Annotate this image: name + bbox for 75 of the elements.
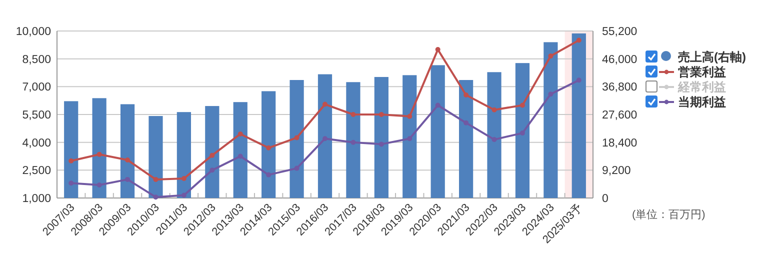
point	[492, 107, 497, 112]
point	[294, 166, 300, 171]
point	[68, 180, 74, 186]
point	[350, 112, 356, 117]
bar	[64, 101, 78, 198]
bar	[346, 82, 360, 198]
bar	[374, 76, 388, 198]
point	[266, 172, 272, 178]
text: (単位：百万円)	[632, 209, 706, 221]
bar	[205, 106, 220, 198]
y2-tick-label: 27,600	[602, 110, 638, 122]
bar	[148, 116, 163, 198]
y-tick-label: 5,500	[22, 110, 51, 122]
bar	[402, 75, 417, 198]
point	[181, 192, 186, 198]
point	[96, 152, 102, 157]
point	[294, 135, 300, 140]
bar	[318, 74, 332, 198]
point	[407, 114, 412, 119]
point	[378, 112, 384, 117]
y2-tick-label: 55,200	[602, 26, 638, 38]
point	[435, 47, 440, 52]
bar	[92, 98, 106, 198]
point	[210, 152, 215, 158]
bar	[290, 80, 304, 198]
bar	[487, 72, 502, 198]
point	[266, 145, 272, 150]
point	[350, 140, 356, 145]
point	[464, 120, 469, 126]
point	[548, 92, 554, 97]
point	[520, 130, 525, 136]
point	[322, 136, 328, 142]
point	[576, 78, 582, 83]
bar	[459, 80, 474, 198]
point	[181, 176, 186, 182]
y2-tick-label: 36,800	[602, 82, 638, 94]
point	[322, 102, 328, 107]
legend-label: 当期利益	[678, 95, 726, 109]
point	[153, 176, 158, 182]
point	[464, 92, 469, 98]
point	[125, 157, 130, 162]
point	[210, 168, 215, 173]
point	[407, 136, 412, 142]
y2-tick-label: 0	[602, 193, 608, 205]
point	[492, 137, 497, 142]
y-tick-label: 2,500	[22, 165, 51, 178]
point	[68, 158, 74, 164]
legend-label: 売上高(右軸)	[678, 50, 746, 64]
bar	[430, 65, 445, 198]
point	[378, 142, 384, 147]
bar	[120, 104, 135, 198]
bar	[262, 91, 276, 198]
y-tick-label: 1,000	[22, 193, 51, 205]
point	[238, 131, 243, 136]
point	[548, 54, 554, 59]
y2-tick-label: 46,000	[602, 54, 638, 66]
bar	[515, 63, 530, 198]
y2-tick-label: 9,200	[602, 165, 631, 178]
bar	[176, 112, 191, 198]
point	[435, 102, 440, 108]
point	[520, 102, 525, 108]
y-tick-label: 4,000	[22, 137, 51, 150]
y-tick-label: 8,500	[22, 54, 51, 66]
y-tick-label: 10,000	[16, 26, 51, 38]
bar	[233, 102, 248, 198]
point	[576, 38, 582, 43]
point	[153, 194, 158, 200]
bar	[544, 42, 558, 198]
y2-tick-label: 18,400	[602, 137, 638, 150]
point	[96, 182, 102, 188]
legend-label: 経常利益	[677, 80, 726, 94]
legend-label: 営業利益	[678, 65, 726, 79]
point	[125, 176, 130, 182]
point	[238, 154, 243, 159]
y-tick-label: 7,000	[22, 82, 51, 94]
